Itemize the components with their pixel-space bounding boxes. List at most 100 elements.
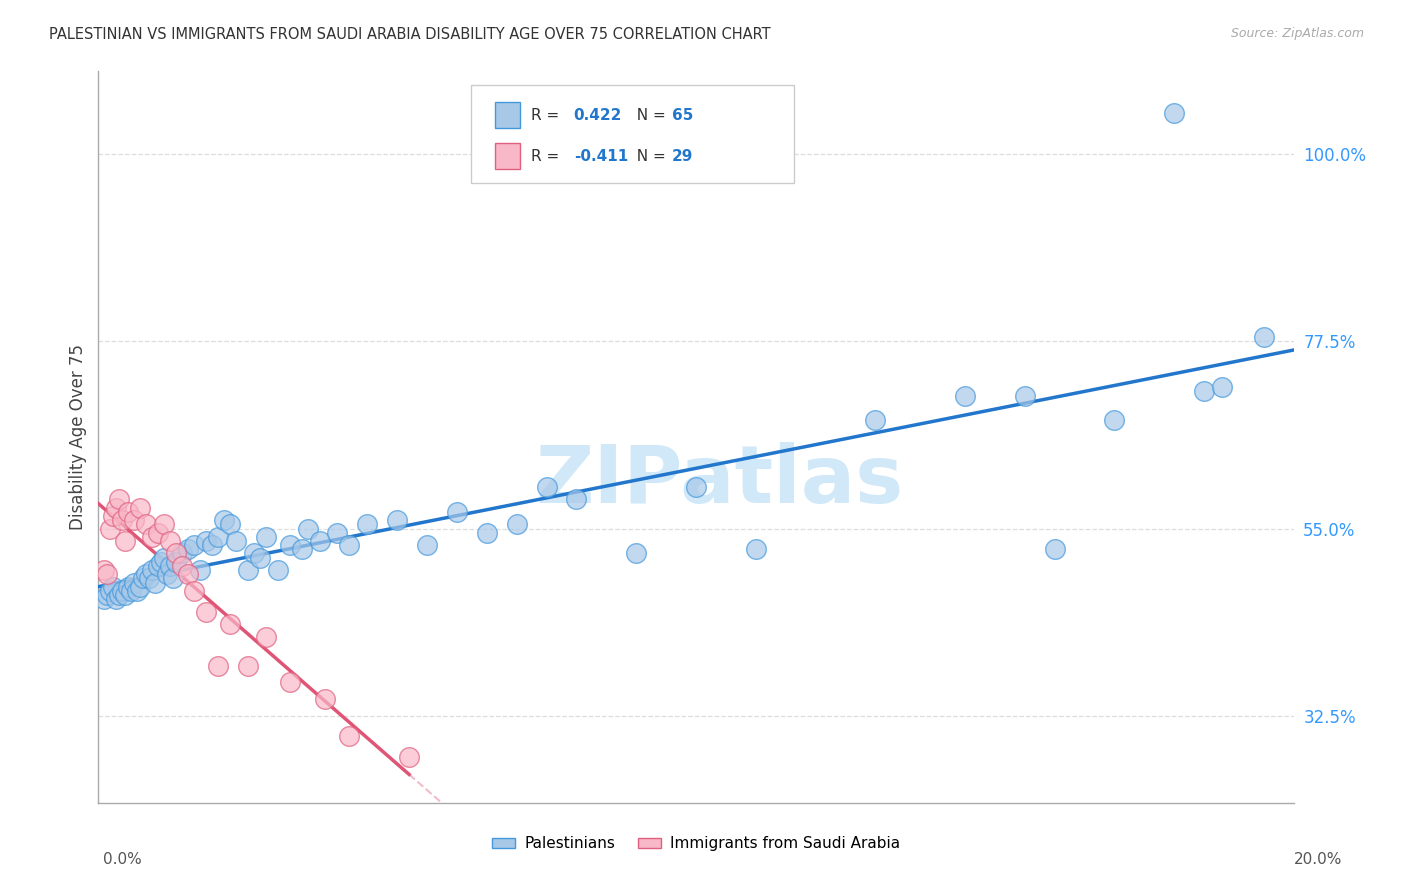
Point (93, 592, 115, 607)
Point (150, 555, 173, 569)
Point (536, 480, 558, 494)
Point (865, 413, 887, 427)
Point (219, 617, 242, 632)
Point (153, 517, 176, 532)
Point (201, 538, 224, 552)
Point (278, 538, 301, 552)
Point (1192, 384, 1215, 399)
Point (745, 542, 768, 557)
Point (315, 692, 337, 706)
Point (326, 525, 349, 540)
Point (685, 480, 707, 494)
Legend: Palestinians, Immigrants from Saudi Arabia: Palestinians, Immigrants from Saudi Arab… (486, 830, 905, 857)
Point (212, 513, 235, 527)
Point (1253, 330, 1275, 344)
Point (219, 517, 242, 532)
Point (195, 533, 218, 548)
Point (98, 521, 122, 535)
Text: N =: N = (627, 149, 671, 163)
Point (96, 567, 118, 582)
Text: PALESTINIAN VS IMMIGRANTS FROM SAUDI ARABIA DISABILITY AGE OVER 75 CORRELATION C: PALESTINIAN VS IMMIGRANTS FROM SAUDI ARA… (49, 27, 770, 42)
Point (1014, 388, 1036, 402)
Point (249, 550, 271, 565)
Point (1163, 106, 1185, 120)
Point (1211, 380, 1233, 394)
Text: 29: 29 (672, 149, 693, 163)
Point (129, 500, 152, 515)
Point (108, 492, 131, 507)
Point (267, 563, 290, 577)
Point (183, 538, 205, 552)
Point (135, 567, 157, 582)
Point (165, 546, 187, 560)
Point (207, 658, 229, 673)
Point (385, 513, 409, 527)
Point (207, 530, 229, 544)
Point (446, 505, 468, 519)
Point (138, 571, 160, 585)
Point (177, 567, 200, 582)
Point (103, 580, 125, 594)
Point (225, 533, 247, 548)
Point (120, 583, 142, 598)
Point (398, 750, 420, 764)
Text: ZIPatlas: ZIPatlas (536, 442, 904, 520)
Text: -0.411: -0.411 (574, 149, 628, 163)
Text: N =: N = (627, 108, 671, 122)
Point (127, 583, 149, 598)
Point (105, 500, 128, 515)
Point (297, 521, 319, 535)
Point (195, 605, 218, 619)
Text: 0.422: 0.422 (574, 108, 621, 122)
Point (626, 546, 648, 560)
Point (1104, 413, 1126, 427)
Text: R =: R = (531, 108, 565, 122)
Point (117, 505, 139, 519)
Point (177, 542, 200, 557)
Point (506, 517, 529, 532)
Text: 20.0%: 20.0% (1295, 852, 1343, 867)
Text: 0.0%: 0.0% (103, 852, 142, 867)
Point (165, 555, 187, 569)
Text: Source: ZipAtlas.com: Source: ZipAtlas.com (1230, 27, 1364, 40)
Point (416, 538, 439, 552)
Point (236, 658, 259, 673)
Point (124, 575, 146, 590)
Point (156, 567, 179, 582)
Point (1043, 542, 1066, 557)
Point (132, 571, 155, 585)
Point (148, 558, 170, 573)
Point (953, 388, 976, 402)
Point (141, 563, 163, 577)
Point (236, 563, 259, 577)
Point (183, 583, 205, 598)
Point (111, 513, 134, 527)
Point (162, 571, 184, 585)
Point (475, 525, 498, 540)
Point (141, 530, 163, 544)
Point (339, 729, 361, 743)
Point (565, 492, 588, 507)
Text: 65: 65 (672, 108, 693, 122)
Point (254, 630, 277, 644)
Point (111, 583, 134, 598)
Point (153, 550, 176, 565)
Point (291, 542, 314, 557)
Point (278, 675, 301, 690)
Text: R =: R = (531, 149, 565, 163)
Point (356, 517, 378, 532)
Point (103, 509, 125, 524)
Point (243, 546, 266, 560)
Point (188, 563, 211, 577)
Point (172, 558, 194, 573)
Point (114, 588, 136, 602)
Point (114, 533, 136, 548)
Point (159, 558, 181, 573)
Point (143, 575, 166, 590)
Point (159, 533, 181, 548)
Point (339, 538, 361, 552)
Point (117, 580, 139, 594)
Point (108, 588, 131, 602)
Point (308, 533, 330, 548)
Point (172, 546, 194, 560)
